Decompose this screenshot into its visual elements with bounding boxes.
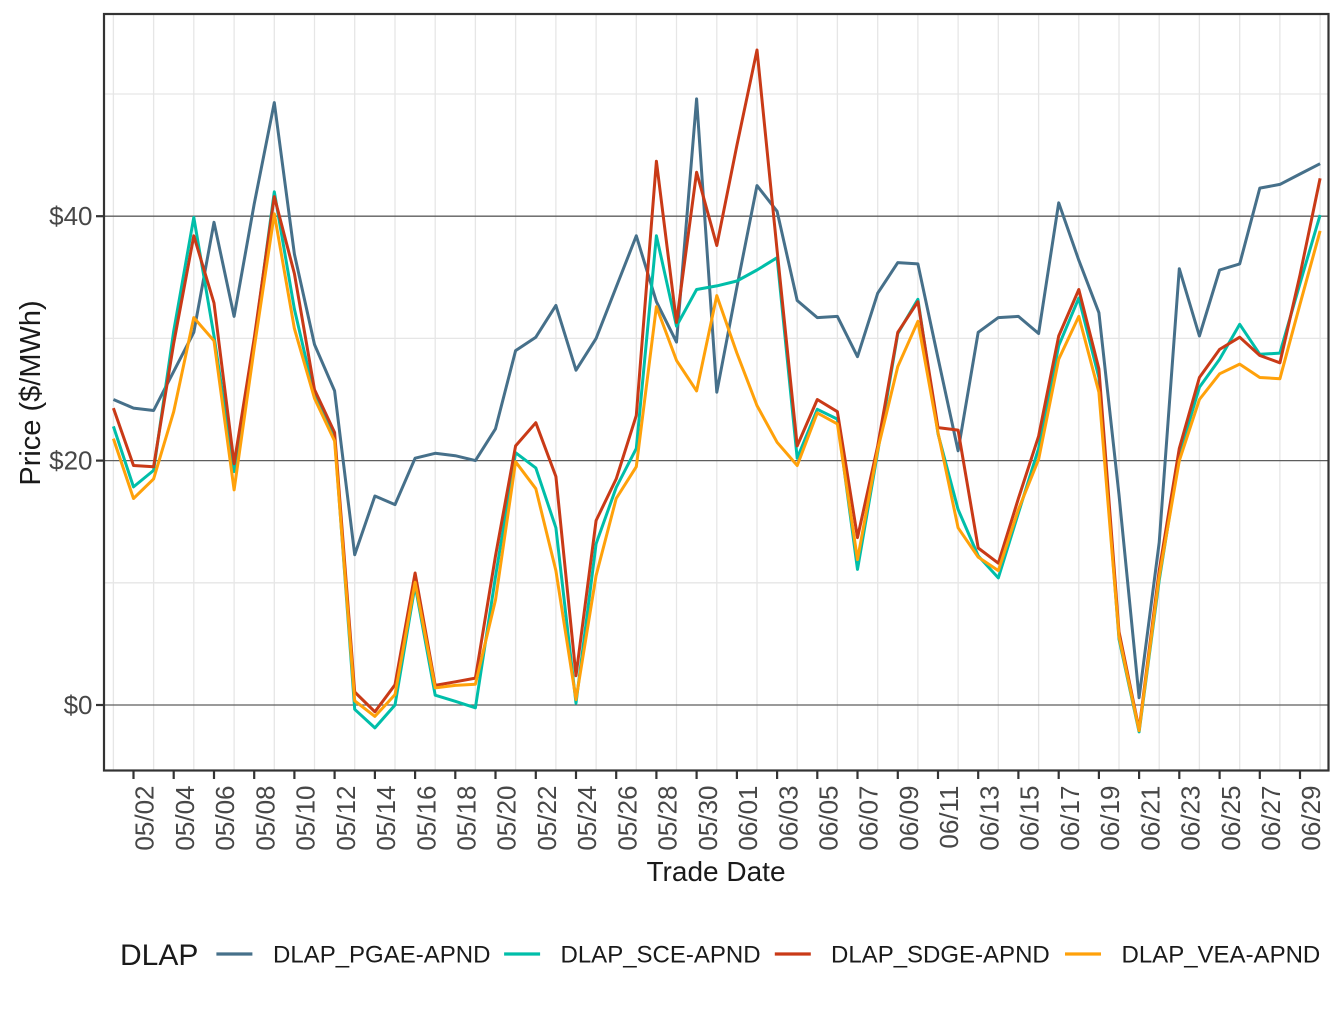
- svg-text:Price ($/MWh): Price ($/MWh): [15, 300, 47, 485]
- svg-text:05/20: 05/20: [492, 786, 522, 851]
- svg-text:06/23: 06/23: [1176, 786, 1206, 851]
- svg-text:05/18: 05/18: [452, 786, 482, 851]
- svg-text:06/15: 06/15: [1015, 786, 1045, 851]
- svg-text:06/03: 06/03: [773, 786, 803, 851]
- svg-text:06/05: 06/05: [814, 786, 844, 851]
- svg-text:06/11: 06/11: [934, 786, 964, 849]
- svg-text:05/10: 05/10: [291, 786, 321, 851]
- svg-text:05/24: 05/24: [572, 786, 602, 851]
- svg-text:06/25: 06/25: [1216, 786, 1246, 851]
- svg-text:05/28: 05/28: [653, 786, 683, 851]
- svg-text:06/29: 06/29: [1296, 786, 1326, 851]
- svg-text:05/04: 05/04: [170, 786, 200, 851]
- svg-text:DLAP_VEA-APND: DLAP_VEA-APND: [1122, 942, 1321, 969]
- svg-text:06/01: 06/01: [733, 786, 763, 851]
- svg-text:DLAP: DLAP: [120, 939, 198, 972]
- svg-text:06/13: 06/13: [974, 786, 1004, 851]
- svg-text:DLAP_PGAE-APND: DLAP_PGAE-APND: [273, 942, 490, 969]
- svg-text:05/12: 05/12: [331, 786, 361, 851]
- svg-text:05/14: 05/14: [371, 786, 401, 851]
- svg-text:$0: $0: [64, 690, 93, 720]
- svg-text:$20: $20: [49, 446, 92, 476]
- svg-text:DLAP_SDGE-APND: DLAP_SDGE-APND: [831, 942, 1050, 969]
- svg-text:05/02: 05/02: [130, 786, 160, 851]
- svg-text:05/08: 05/08: [250, 786, 280, 851]
- svg-text:06/07: 06/07: [854, 786, 884, 851]
- svg-text:06/27: 06/27: [1256, 786, 1286, 851]
- svg-text:$40: $40: [49, 201, 92, 231]
- svg-text:DLAP_SCE-APND: DLAP_SCE-APND: [561, 942, 761, 969]
- svg-text:05/30: 05/30: [693, 786, 723, 851]
- svg-text:06/19: 06/19: [1095, 786, 1125, 851]
- svg-text:06/17: 06/17: [1055, 786, 1085, 851]
- svg-text:05/22: 05/22: [532, 786, 562, 851]
- svg-text:06/21: 06/21: [1135, 786, 1165, 851]
- svg-text:05/06: 05/06: [210, 786, 240, 851]
- svg-text:Trade Date: Trade Date: [646, 856, 785, 887]
- svg-text:05/16: 05/16: [411, 786, 441, 851]
- svg-text:06/09: 06/09: [894, 786, 924, 851]
- svg-text:05/26: 05/26: [612, 786, 642, 851]
